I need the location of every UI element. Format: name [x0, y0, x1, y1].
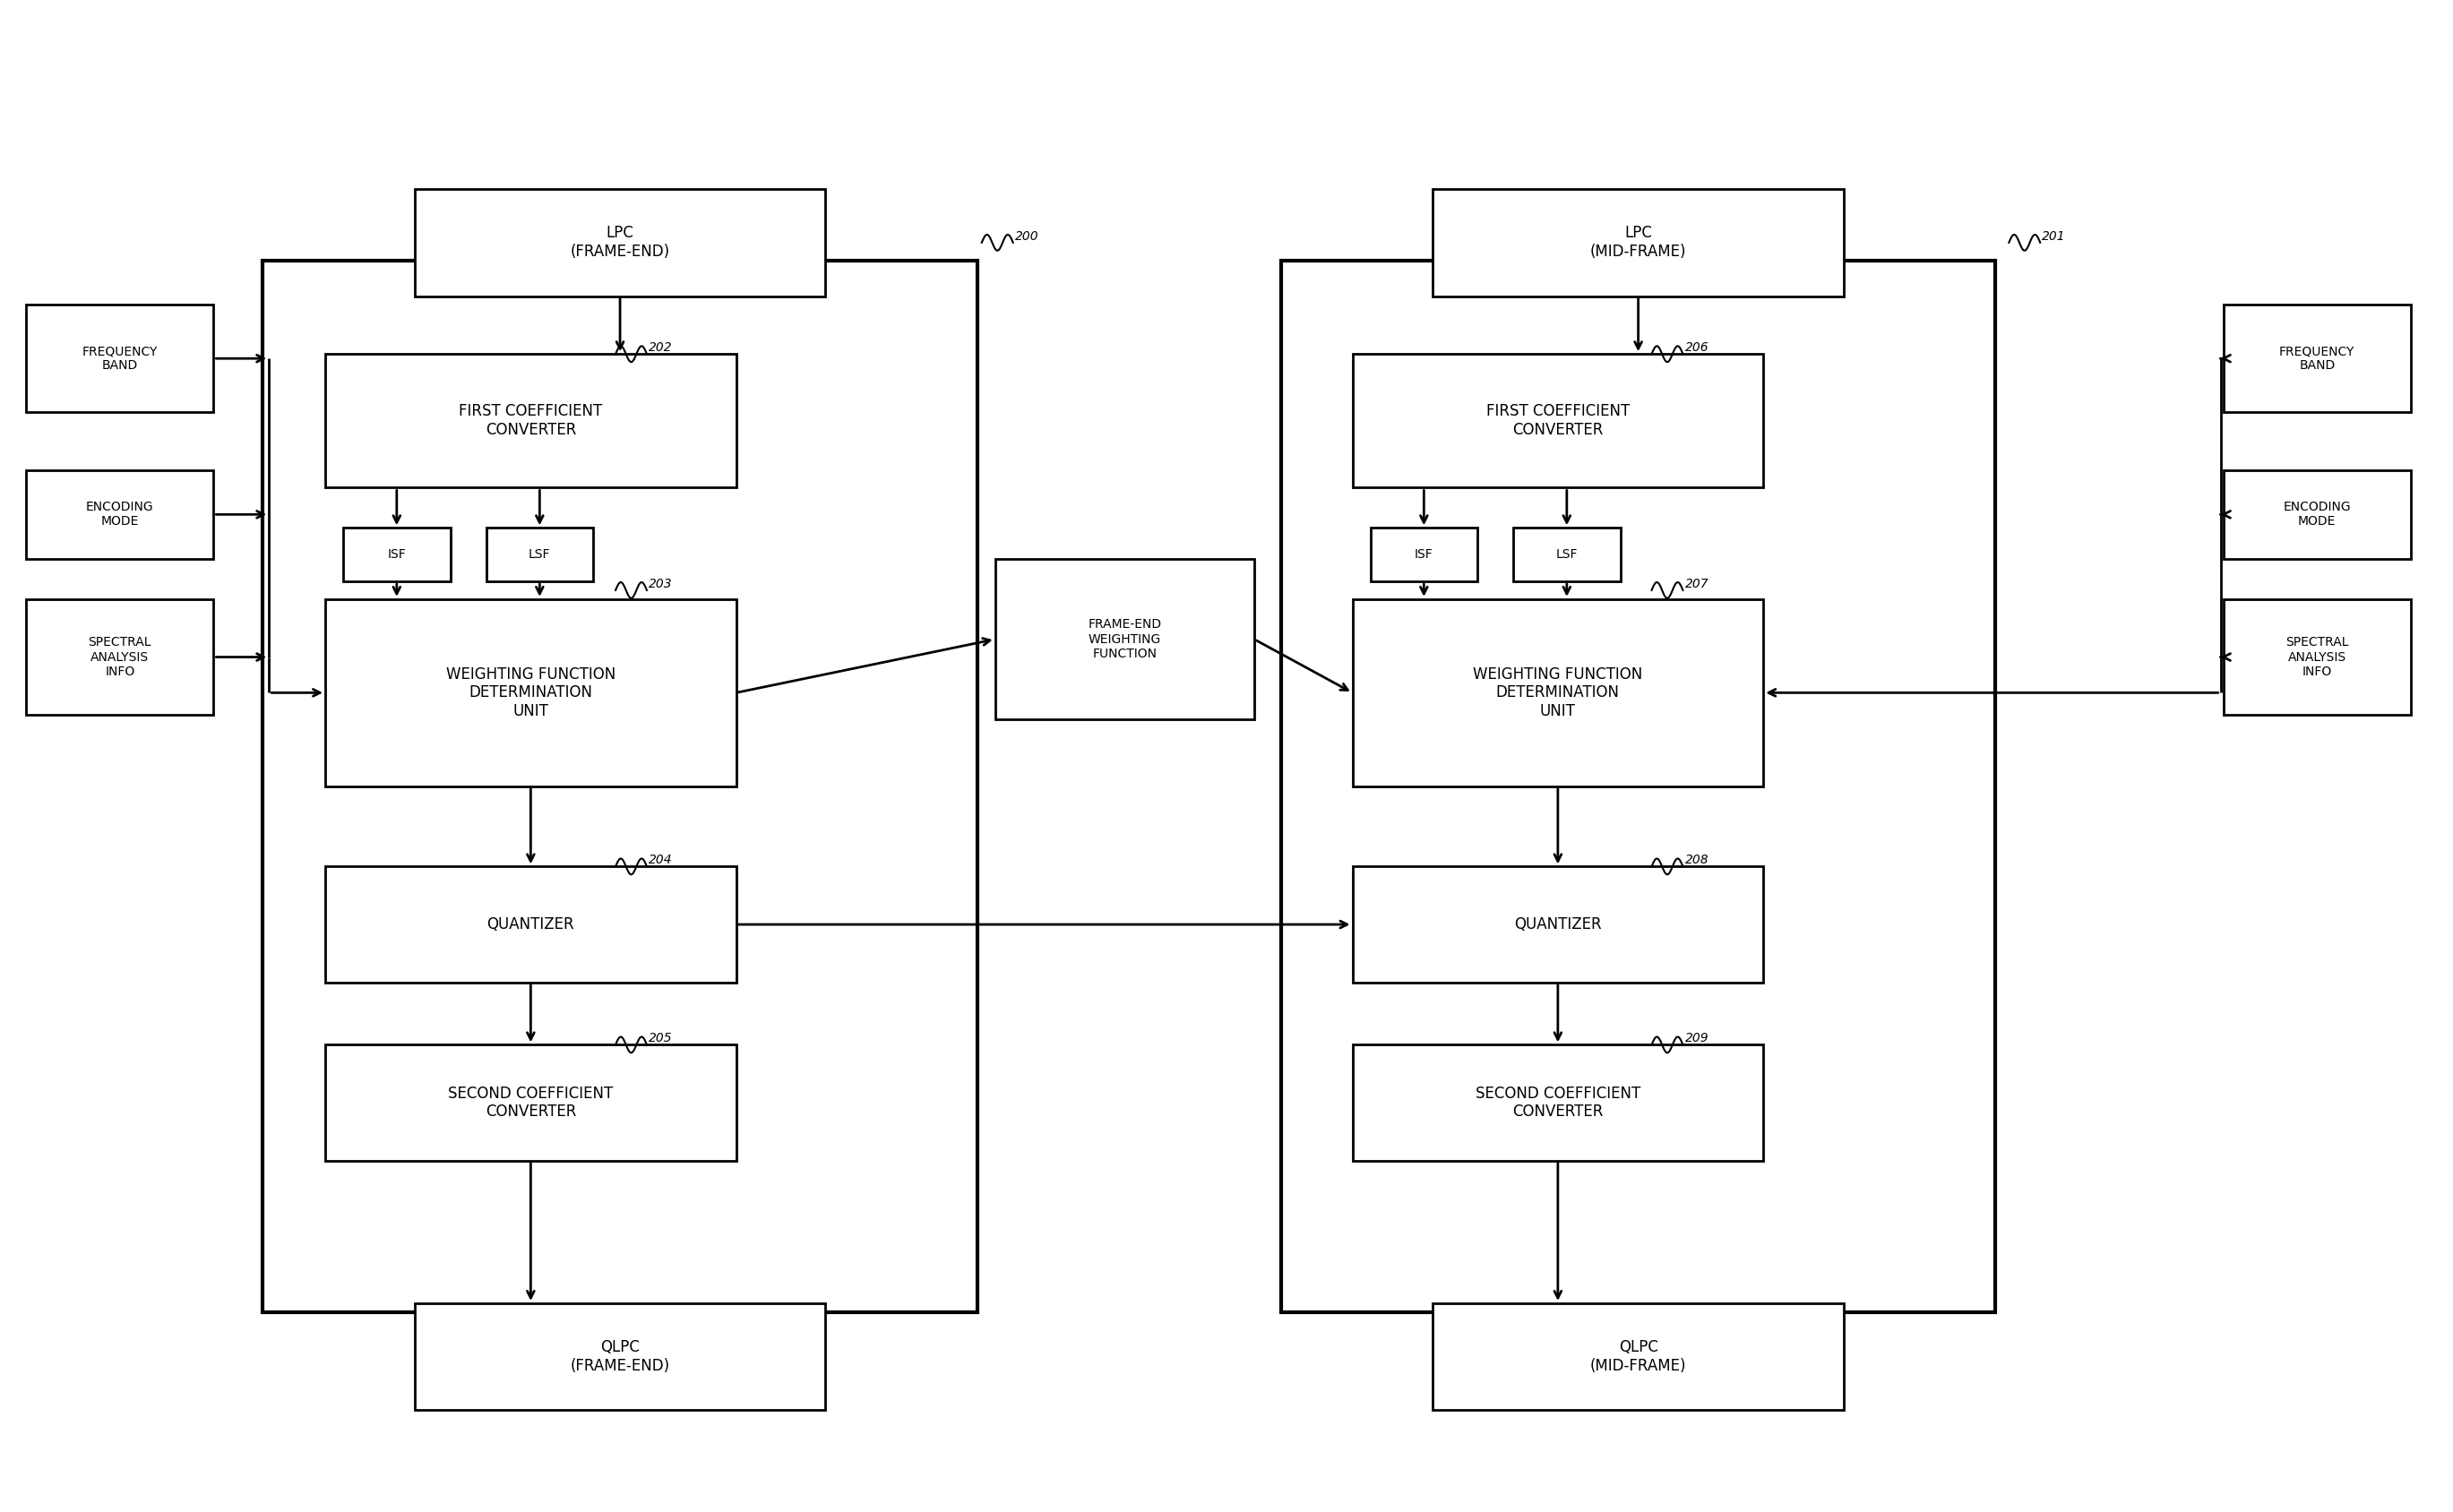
- Text: QLPC
(MID-FRAME): QLPC (MID-FRAME): [1590, 1340, 1685, 1374]
- Text: SPECTRAL
ANALYSIS
INFO: SPECTRAL ANALYSIS INFO: [2286, 637, 2348, 677]
- Text: 200: 200: [1016, 230, 1038, 242]
- Text: WEIGHTING FUNCTION
DETERMINATION
UNIT: WEIGHTING FUNCTION DETERMINATION UNIT: [446, 665, 616, 720]
- Text: ENCODING
MODE: ENCODING MODE: [2284, 500, 2350, 528]
- Text: FIRST COEFFICIENT
CONVERTER: FIRST COEFFICIENT CONVERTER: [1487, 404, 1629, 438]
- Text: FRAME-END
WEIGHTING
FUNCTION: FRAME-END WEIGHTING FUNCTION: [1087, 618, 1160, 661]
- Text: QUANTIZER: QUANTIZER: [1514, 916, 1602, 933]
- FancyBboxPatch shape: [1352, 599, 1764, 786]
- FancyBboxPatch shape: [1433, 1303, 1845, 1411]
- Text: FREQUENCY
BAND: FREQUENCY BAND: [2279, 345, 2355, 372]
- FancyBboxPatch shape: [326, 599, 736, 786]
- Text: ISF: ISF: [388, 549, 407, 561]
- FancyBboxPatch shape: [262, 260, 976, 1312]
- FancyBboxPatch shape: [1352, 866, 1764, 983]
- Text: 206: 206: [1685, 342, 1710, 354]
- FancyBboxPatch shape: [1514, 528, 1621, 581]
- FancyBboxPatch shape: [415, 189, 827, 296]
- Text: LPC
(FRAME-END): LPC (FRAME-END): [569, 225, 670, 260]
- Text: SPECTRAL
ANALYSIS
INFO: SPECTRAL ANALYSIS INFO: [88, 637, 152, 677]
- FancyBboxPatch shape: [326, 1045, 736, 1161]
- Text: 202: 202: [648, 342, 672, 354]
- Text: ENCODING
MODE: ENCODING MODE: [86, 500, 155, 528]
- FancyBboxPatch shape: [1371, 528, 1477, 581]
- Text: 207: 207: [1685, 578, 1710, 590]
- FancyBboxPatch shape: [1352, 354, 1764, 488]
- Text: LPC
(MID-FRAME): LPC (MID-FRAME): [1590, 225, 1685, 260]
- Text: 205: 205: [648, 1033, 672, 1045]
- Text: 201: 201: [2041, 230, 2065, 242]
- FancyBboxPatch shape: [1280, 260, 1997, 1312]
- FancyBboxPatch shape: [1433, 189, 1845, 296]
- Text: ISF: ISF: [1415, 549, 1433, 561]
- Text: QLPC
(FRAME-END): QLPC (FRAME-END): [569, 1340, 670, 1374]
- Text: QUANTIZER: QUANTIZER: [488, 916, 574, 933]
- Text: 209: 209: [1685, 1033, 1710, 1045]
- FancyBboxPatch shape: [326, 354, 736, 488]
- FancyBboxPatch shape: [27, 599, 213, 715]
- Text: LSF: LSF: [530, 549, 549, 561]
- FancyBboxPatch shape: [343, 528, 451, 581]
- FancyBboxPatch shape: [996, 559, 1253, 720]
- Text: LSF: LSF: [1555, 549, 1577, 561]
- Text: WEIGHTING FUNCTION
DETERMINATION
UNIT: WEIGHTING FUNCTION DETERMINATION UNIT: [1474, 665, 1644, 720]
- FancyBboxPatch shape: [27, 470, 213, 559]
- FancyBboxPatch shape: [415, 1303, 827, 1411]
- FancyBboxPatch shape: [486, 528, 594, 581]
- FancyBboxPatch shape: [1352, 1045, 1764, 1161]
- FancyBboxPatch shape: [2222, 470, 2411, 559]
- Text: SECOND COEFFICIENT
CONVERTER: SECOND COEFFICIENT CONVERTER: [449, 1086, 613, 1120]
- Text: 203: 203: [648, 578, 672, 590]
- FancyBboxPatch shape: [27, 305, 213, 411]
- Text: 204: 204: [648, 854, 672, 866]
- Text: SECOND COEFFICIENT
CONVERTER: SECOND COEFFICIENT CONVERTER: [1474, 1086, 1641, 1120]
- FancyBboxPatch shape: [326, 866, 736, 983]
- FancyBboxPatch shape: [2222, 305, 2411, 411]
- Text: FREQUENCY
BAND: FREQUENCY BAND: [81, 345, 157, 372]
- Text: 208: 208: [1685, 854, 1710, 866]
- Text: FIRST COEFFICIENT
CONVERTER: FIRST COEFFICIENT CONVERTER: [459, 404, 603, 438]
- FancyBboxPatch shape: [2222, 599, 2411, 715]
